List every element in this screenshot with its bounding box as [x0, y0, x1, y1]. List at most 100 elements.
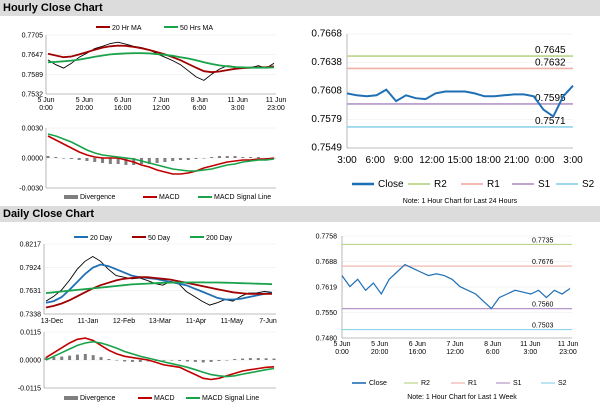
- daily-price-legend-label: 20 Day: [90, 235, 113, 242]
- daily-week-xtick-label: 7 Jun: [446, 341, 463, 348]
- daily-macd-divergence-bar: [186, 360, 190, 362]
- hourly-price-xtick-label: 5 Jun: [37, 97, 54, 104]
- daily-week-xtick-label: 5 Jun: [371, 341, 388, 348]
- daily-macd-ytick-label: -0.0115: [18, 386, 41, 393]
- daily-week-xtick-label: 8 Jun: [484, 341, 501, 348]
- hourly-price-legend-label: 20 Hr MA: [112, 25, 142, 32]
- hourly-price-xtick-label: 6:00: [193, 105, 207, 112]
- hourly-macd-divergence-bar: [171, 158, 175, 161]
- daily-macd-divergence-bar: [75, 354, 79, 360]
- daily-week-xtick-label: 20:00: [371, 349, 389, 356]
- hourly-macd-divergence-bar: [217, 156, 221, 158]
- daily-week-ytick-label: 0.7758: [316, 234, 338, 241]
- hourly-24h-ytick-label: 0.7608: [311, 86, 342, 97]
- daily-week-level-label: 0.7676: [532, 259, 554, 266]
- hourly-macd-divergence-bar: [155, 158, 159, 163]
- hourly-macd-divergence-bar: [85, 158, 89, 161]
- daily-macd-series-macd: [45, 337, 275, 381]
- daily-macd-divergence-bar: [52, 357, 56, 360]
- hourly-macd-divergence-bar: [202, 158, 206, 159]
- daily-week-series-close: [341, 263, 571, 310]
- daily-macd-divergence-bar: [272, 358, 276, 360]
- hourly-24h-xtick-label: 21:00: [504, 155, 529, 166]
- hourly-macd-legend-label: Divergence: [80, 194, 116, 201]
- daily-macd-divergence-bar: [193, 360, 197, 362]
- hourly-macd-series-macd: [47, 135, 275, 175]
- hourly-24h-level-label: 0.7632: [535, 57, 566, 68]
- daily-macd-divergence-bar: [217, 360, 221, 361]
- daily-macd-divergence-bar: [91, 355, 95, 360]
- daily-macd-divergence-bar: [178, 360, 182, 361]
- hourly-24h-xtick-label: 18:00: [476, 155, 501, 166]
- daily-macd-legend-label: MACD: [154, 395, 175, 402]
- daily-week-xtick-label: 6:00: [486, 349, 500, 356]
- daily-price-xtick-label: 11-May: [221, 318, 244, 325]
- hourly-24h-note: Note: 1 Hour Chart for Last 24 Hours: [403, 198, 518, 205]
- hourly-macd-ytick-label: 0.0000: [22, 156, 44, 163]
- hourly-price-xtick-label: 7 Jun: [152, 97, 169, 104]
- daily-macd-divergence-bar: [99, 357, 103, 360]
- daily-macd-divergence-bar: [248, 358, 252, 360]
- daily-price-xtick-label: 11-Apr: [186, 318, 207, 325]
- hourly-price-series-20-hr-ma: [47, 44, 275, 74]
- daily-week-xtick-label: 12:00: [446, 349, 464, 356]
- hourly-price-xtick-label: 11 Jun: [266, 97, 287, 104]
- daily-week-note: Note: 1 Hour Chart for Last 1 Week: [407, 394, 517, 401]
- daily-week-ytick-label: 0.7550: [316, 310, 338, 317]
- daily-week-xtick-label: 0:00: [335, 349, 349, 356]
- daily-price-series-200-day: [45, 281, 273, 294]
- daily-week-legend-label: S2: [558, 380, 567, 387]
- daily-price-legend-label: 200 Day: [206, 235, 233, 242]
- hourly-macd-divergence-bar: [225, 156, 229, 158]
- daily-week-ytick-label: 0.7619: [316, 285, 338, 292]
- hourly-macd-divergence-bar: [163, 158, 167, 162]
- hourly-macd-series-macd-signal-line: [47, 133, 275, 172]
- daily-price-ytick-label: 0.8217: [20, 242, 42, 249]
- hourly-24h-xtick-label: 3:00: [563, 155, 583, 166]
- daily-price-legend-label: 50 Day: [148, 235, 171, 242]
- daily-macd-divergence-bar: [107, 359, 111, 360]
- hourly-24h-xtick-label: 3:00: [337, 155, 357, 166]
- daily-week-xtick-label: 5 Jun: [333, 341, 350, 348]
- hourly-24h-ytick-label: 0.7668: [311, 29, 342, 40]
- daily-macd-divergence-bar: [83, 353, 87, 360]
- daily-macd-divergence-bar: [233, 359, 237, 360]
- hourly-24h-xtick-label: 6:00: [366, 155, 386, 166]
- hourly-macd-divergence-bar: [241, 157, 245, 158]
- hourly-macd-ytick-label: 0.0030: [22, 126, 44, 133]
- hourly-price-xtick-label: 6 Jun: [114, 97, 131, 104]
- hourly-price-xtick-label: 5 Jun: [76, 97, 93, 104]
- daily-price-xtick-label: 7-Jun: [259, 318, 277, 325]
- hourly-price-ytick-label: 0.7647: [22, 52, 44, 59]
- daily-macd-legend-swatch: [64, 396, 78, 400]
- daily-price-ytick-label: 0.7338: [20, 312, 42, 319]
- daily-macd-series-macd-signal-line: [45, 340, 275, 378]
- daily-week-legend-label: Close: [369, 380, 387, 387]
- daily-macd-divergence-bar: [209, 360, 213, 362]
- hourly-24h-xtick-label: 0:00: [535, 155, 555, 166]
- hourly-macd-legend-swatch: [64, 195, 78, 199]
- daily-price-series-20-day: [45, 263, 273, 304]
- daily-week-xtick-label: 11 Jun: [520, 341, 541, 348]
- hourly-section-title: Hourly Close Chart: [0, 0, 600, 16]
- hourly-macd-divergence-bar: [77, 158, 81, 160]
- hourly-price-xtick-label: 11 Jun: [227, 97, 248, 104]
- daily-macd-ytick-label: 0.0115: [20, 330, 41, 337]
- daily-week-level-label: 0.7503: [532, 323, 554, 330]
- hourly-macd-divergence-bar: [178, 158, 182, 160]
- hourly-macd-divergence-bar: [256, 157, 260, 158]
- hourly-price-xtick-label: 8 Jun: [191, 97, 208, 104]
- hourly-macd-divergence-bar: [69, 158, 73, 159]
- daily-week-xtick-label: 6 Jun: [409, 341, 426, 348]
- daily-price-series-50-day: [45, 276, 272, 309]
- hourly-price-xtick-label: 0:00: [39, 105, 53, 112]
- hourly-macd-divergence-bar: [249, 157, 253, 158]
- daily-price-xtick-label: 13-Dec: [41, 318, 64, 325]
- hourly-24h-level-label: 0.7571: [535, 116, 566, 127]
- daily-macd-divergence-bar: [170, 360, 174, 361]
- hourly-24h-xtick-label: 12:00: [419, 155, 444, 166]
- hourly-macd-divergence-bar: [233, 156, 237, 158]
- daily-macd-divergence-bar: [138, 360, 142, 362]
